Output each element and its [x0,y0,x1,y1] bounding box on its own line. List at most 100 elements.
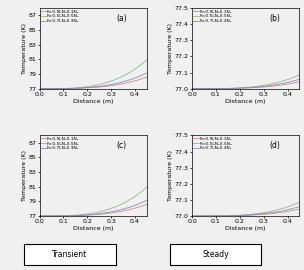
Fv:0.7LN₂0.3N₂ [38,214,42,218]
Fv:0.5LN₂0.5N₂ [254,85,257,88]
Fv:0.5LN₂0.5N₂ [298,201,301,204]
Fv:0.5LN₂0.5N₂ [135,194,139,197]
Fv:0.7LN₂0.3N₂ [254,213,257,216]
Fv:0.9LN₂0.1N₂ [135,206,139,209]
FancyBboxPatch shape [24,244,116,265]
Fv:0.7LN₂0.3N₂ [145,199,149,202]
Fv:0.5LN₂0.5N₂ [145,58,149,61]
Fv:0.7LN₂0.3N₂ [128,205,132,209]
Fv:0.9LN₂0.1N₂ [298,80,301,83]
Fv:0.7LN₂0.3N₂ [38,87,41,90]
Fv:0.9LN₂0.1N₂ [135,79,139,82]
Fv:0.9LN₂0.1N₂ [38,214,41,218]
Fv:0.7LN₂0.3N₂ [254,86,257,89]
Fv:0.9LN₂0.1N₂ [103,212,107,215]
Text: (b): (b) [269,14,280,23]
Text: (c): (c) [117,141,127,150]
Line: Fv:0.7LN₂0.3N₂: Fv:0.7LN₂0.3N₂ [40,73,147,89]
Fv:0.7LN₂0.3N₂ [298,205,301,208]
Fv:0.7LN₂0.3N₂ [101,84,105,87]
Fv:0.5LN₂0.5N₂ [128,198,132,201]
Line: Fv:0.9LN₂0.1N₂: Fv:0.9LN₂0.1N₂ [40,204,147,216]
Fv:0.5LN₂0.5N₂ [191,87,194,90]
Fv:0.5LN₂0.5N₂ [103,81,107,85]
Text: Transient: Transient [52,250,88,259]
Fv:0.5LN₂0.5N₂ [102,209,105,212]
Y-axis label: Temperature (K): Temperature (K) [168,150,173,201]
Fv:0.7LN₂0.3N₂ [38,214,41,218]
Fv:0.5LN₂0.5N₂ [254,212,257,215]
Fv:0.5LN₂0.5N₂ [191,214,194,218]
Fv:0.7LN₂0.3N₂ [101,212,105,215]
Fv:0.9LN₂0.1N₂ [190,87,194,90]
Fv:0.9LN₂0.1N₂ [254,86,258,89]
Fv:0.9LN₂0.1N₂ [101,85,105,88]
Fv:0.5LN₂0.5N₂ [38,214,41,218]
Text: Steady: Steady [202,250,229,259]
Line: Fv:0.9LN₂0.1N₂: Fv:0.9LN₂0.1N₂ [192,209,299,216]
X-axis label: Distance (m): Distance (m) [73,99,113,103]
Fv:0.9LN₂0.1N₂ [102,212,105,215]
Fv:0.5LN₂0.5N₂ [256,212,260,215]
Fv:0.9LN₂0.1N₂ [128,208,132,211]
X-axis label: Distance (m): Distance (m) [73,226,113,231]
Fv:0.7LN₂0.3N₂ [254,213,258,216]
Legend: Fv:0.9LN₂0.1N₂, Fv:0.5LN₂0.5N₂, Fv:0.7LN₂0.3N₂: Fv:0.9LN₂0.1N₂, Fv:0.5LN₂0.5N₂, Fv:0.7LN… [193,9,233,23]
Y-axis label: Temperature (K): Temperature (K) [22,150,27,201]
Fv:0.7LN₂0.3N₂ [190,214,194,218]
Line: Fv:0.5LN₂0.5N₂: Fv:0.5LN₂0.5N₂ [192,202,299,216]
Fv:0.9LN₂0.1N₂ [298,207,301,211]
Fv:0.7LN₂0.3N₂ [281,82,284,85]
Fv:0.7LN₂0.3N₂ [288,208,291,211]
Fv:0.9LN₂0.1N₂ [103,85,107,88]
Fv:0.7LN₂0.3N₂ [38,87,42,90]
Fv:0.7LN₂0.3N₂ [256,213,260,216]
Fv:0.5LN₂0.5N₂ [281,79,284,83]
Fv:0.7LN₂0.3N₂ [128,78,132,81]
Fv:0.5LN₂0.5N₂ [101,82,105,85]
Fv:0.7LN₂0.3N₂ [135,76,139,79]
Fv:0.9LN₂0.1N₂ [101,212,105,215]
Fv:0.9LN₂0.1N₂ [254,213,258,217]
Fv:0.5LN₂0.5N₂ [103,209,107,212]
Fv:0.7LN₂0.3N₂ [145,71,149,75]
Fv:0.9LN₂0.1N₂ [254,86,257,89]
Fv:0.5LN₂0.5N₂ [254,212,258,215]
Fv:0.7LN₂0.3N₂ [135,203,139,206]
Fv:0.9LN₂0.1N₂ [145,76,149,79]
Fv:0.5LN₂0.5N₂ [145,185,149,189]
Fv:0.9LN₂0.1N₂ [288,82,291,85]
Line: Fv:0.5LN₂0.5N₂: Fv:0.5LN₂0.5N₂ [192,75,299,89]
Line: Fv:0.5LN₂0.5N₂: Fv:0.5LN₂0.5N₂ [40,60,147,89]
X-axis label: Distance (m): Distance (m) [226,226,266,231]
Fv:0.7LN₂0.3N₂ [190,87,194,90]
Y-axis label: Temperature (K): Temperature (K) [22,23,27,74]
Fv:0.5LN₂0.5N₂ [256,85,260,88]
Line: Fv:0.9LN₂0.1N₂: Fv:0.9LN₂0.1N₂ [192,82,299,89]
Text: (a): (a) [117,14,128,23]
Fv:0.5LN₂0.5N₂ [38,214,42,218]
Legend: Fv:0.9LN₂0.1N₂, Fv:0.5LN₂0.5N₂, Fv:0.7LN₂0.3N₂: Fv:0.9LN₂0.1N₂, Fv:0.5LN₂0.5N₂, Fv:0.7LN… [40,9,80,23]
Fv:0.5LN₂0.5N₂ [254,85,258,88]
Fv:0.9LN₂0.1N₂ [281,83,284,86]
Fv:0.5LN₂0.5N₂ [281,207,284,210]
Fv:0.7LN₂0.3N₂ [103,211,107,214]
Legend: Fv:0.9LN₂0.1N₂, Fv:0.5LN₂0.5N₂, Fv:0.7LN₂0.3N₂: Fv:0.9LN₂0.1N₂, Fv:0.5LN₂0.5N₂, Fv:0.7LN… [193,136,233,151]
Fv:0.7LN₂0.3N₂ [281,209,284,212]
Fv:0.7LN₂0.3N₂ [103,84,107,87]
Fv:0.9LN₂0.1N₂ [191,214,194,218]
Line: Fv:0.5LN₂0.5N₂: Fv:0.5LN₂0.5N₂ [40,187,147,216]
Fv:0.7LN₂0.3N₂ [191,87,194,90]
Fv:0.9LN₂0.1N₂ [128,80,132,84]
Fv:0.9LN₂0.1N₂ [191,87,194,90]
Fv:0.7LN₂0.3N₂ [256,85,260,89]
Fv:0.7LN₂0.3N₂ [102,211,105,215]
Fv:0.7LN₂0.3N₂ [254,86,258,89]
Line: Fv:0.9LN₂0.1N₂: Fv:0.9LN₂0.1N₂ [40,77,147,89]
Fv:0.7LN₂0.3N₂ [298,78,301,81]
Line: Fv:0.7LN₂0.3N₂: Fv:0.7LN₂0.3N₂ [40,200,147,216]
Fv:0.9LN₂0.1N₂ [38,87,41,90]
Fv:0.9LN₂0.1N₂ [102,85,105,88]
Y-axis label: Temperature (K): Temperature (K) [168,23,173,74]
Fv:0.5LN₂0.5N₂ [298,73,301,76]
